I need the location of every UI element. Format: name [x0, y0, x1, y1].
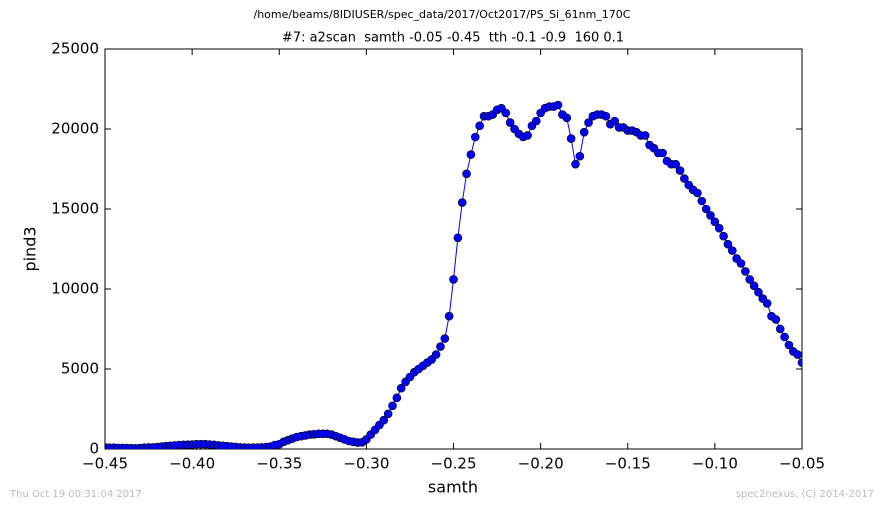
- data-point: [701, 204, 711, 214]
- data-point: [562, 113, 572, 123]
- data-point: [388, 401, 397, 411]
- data-point: [431, 350, 441, 359]
- data-point: [566, 134, 576, 143]
- data-point: [436, 342, 445, 351]
- data-point: [719, 231, 728, 241]
- x-tick-label: −0.20: [518, 455, 564, 473]
- x-tick-label: −0.40: [169, 455, 215, 473]
- x-axis-label: samth: [428, 478, 478, 497]
- y-tick-label: 25000: [51, 40, 99, 58]
- data-point: [749, 281, 759, 291]
- data-point: [531, 116, 541, 126]
- footer-left: Thu Oct 19 00:31:04 2017: [9, 489, 142, 500]
- data-point: [523, 131, 532, 140]
- data-point: [775, 324, 785, 334]
- data-point: [640, 131, 650, 140]
- data-point: [466, 150, 476, 159]
- data-point: [706, 211, 715, 220]
- data-point: [710, 217, 720, 227]
- x-tick-label: −0.05: [779, 455, 825, 473]
- data-point: [392, 393, 402, 403]
- data-point: [658, 148, 667, 158]
- y-tick-label: 5000: [61, 360, 99, 378]
- data-point: [680, 174, 689, 183]
- data-point: [780, 332, 789, 342]
- data-point: [579, 127, 589, 137]
- x-tick-label: −0.15: [605, 455, 651, 473]
- data-point: [771, 315, 781, 324]
- x-tick-label: −0.45: [82, 455, 128, 473]
- y-tick-label: 20000: [51, 120, 99, 138]
- data-point: [741, 267, 750, 276]
- x-tick-label: −0.30: [343, 455, 389, 473]
- data-point: [727, 246, 737, 255]
- data-point: [671, 159, 680, 169]
- data-point: [444, 311, 454, 321]
- data-point: [610, 116, 619, 126]
- y-tick-label: 0: [89, 440, 99, 458]
- data-point: [745, 275, 755, 284]
- data-point: [505, 118, 515, 127]
- data-point: [553, 100, 563, 110]
- data-point: [571, 159, 580, 169]
- data-point: [470, 132, 480, 142]
- x-tick-label: −0.25: [431, 455, 477, 473]
- data-point: [797, 358, 802, 367]
- data-point: [697, 196, 707, 206]
- data-point: [453, 233, 463, 243]
- y-tick-label: 15000: [51, 200, 99, 218]
- chart-subtitle: #7: a2scan samth -0.05 -0.45 tth -0.1 -0…: [282, 31, 624, 46]
- footer-right: spec2nexus, (C) 2014-2017: [736, 489, 874, 500]
- data-point: [379, 415, 389, 425]
- data-point: [736, 259, 746, 268]
- y-axis-label: pind3: [21, 226, 40, 271]
- x-tick-label: −0.35: [256, 455, 302, 473]
- data-point: [714, 223, 724, 233]
- data-point: [501, 108, 511, 118]
- data-point: [693, 188, 702, 198]
- chart-title: /home/beams/8IDIUSER/spec_data/2017/Oct2…: [254, 8, 631, 21]
- y-tick-label: 10000: [51, 280, 99, 298]
- data-point: [475, 121, 484, 131]
- data-point: [575, 151, 585, 161]
- data-point: [793, 350, 802, 359]
- data-point: [396, 383, 406, 393]
- data-point: [584, 118, 593, 127]
- data-point: [440, 334, 450, 343]
- data-point: [784, 340, 794, 350]
- data-point: [754, 287, 763, 297]
- x-tick-label: −0.10: [692, 455, 738, 473]
- data-point: [383, 409, 393, 419]
- data-point: [462, 169, 471, 179]
- data-point: [723, 239, 733, 249]
- data-point: [675, 166, 685, 175]
- data-point: [449, 275, 458, 284]
- data-point: [601, 111, 611, 121]
- plot-frame: [104, 48, 803, 450]
- data-point: [457, 198, 467, 207]
- data-point: [762, 299, 772, 308]
